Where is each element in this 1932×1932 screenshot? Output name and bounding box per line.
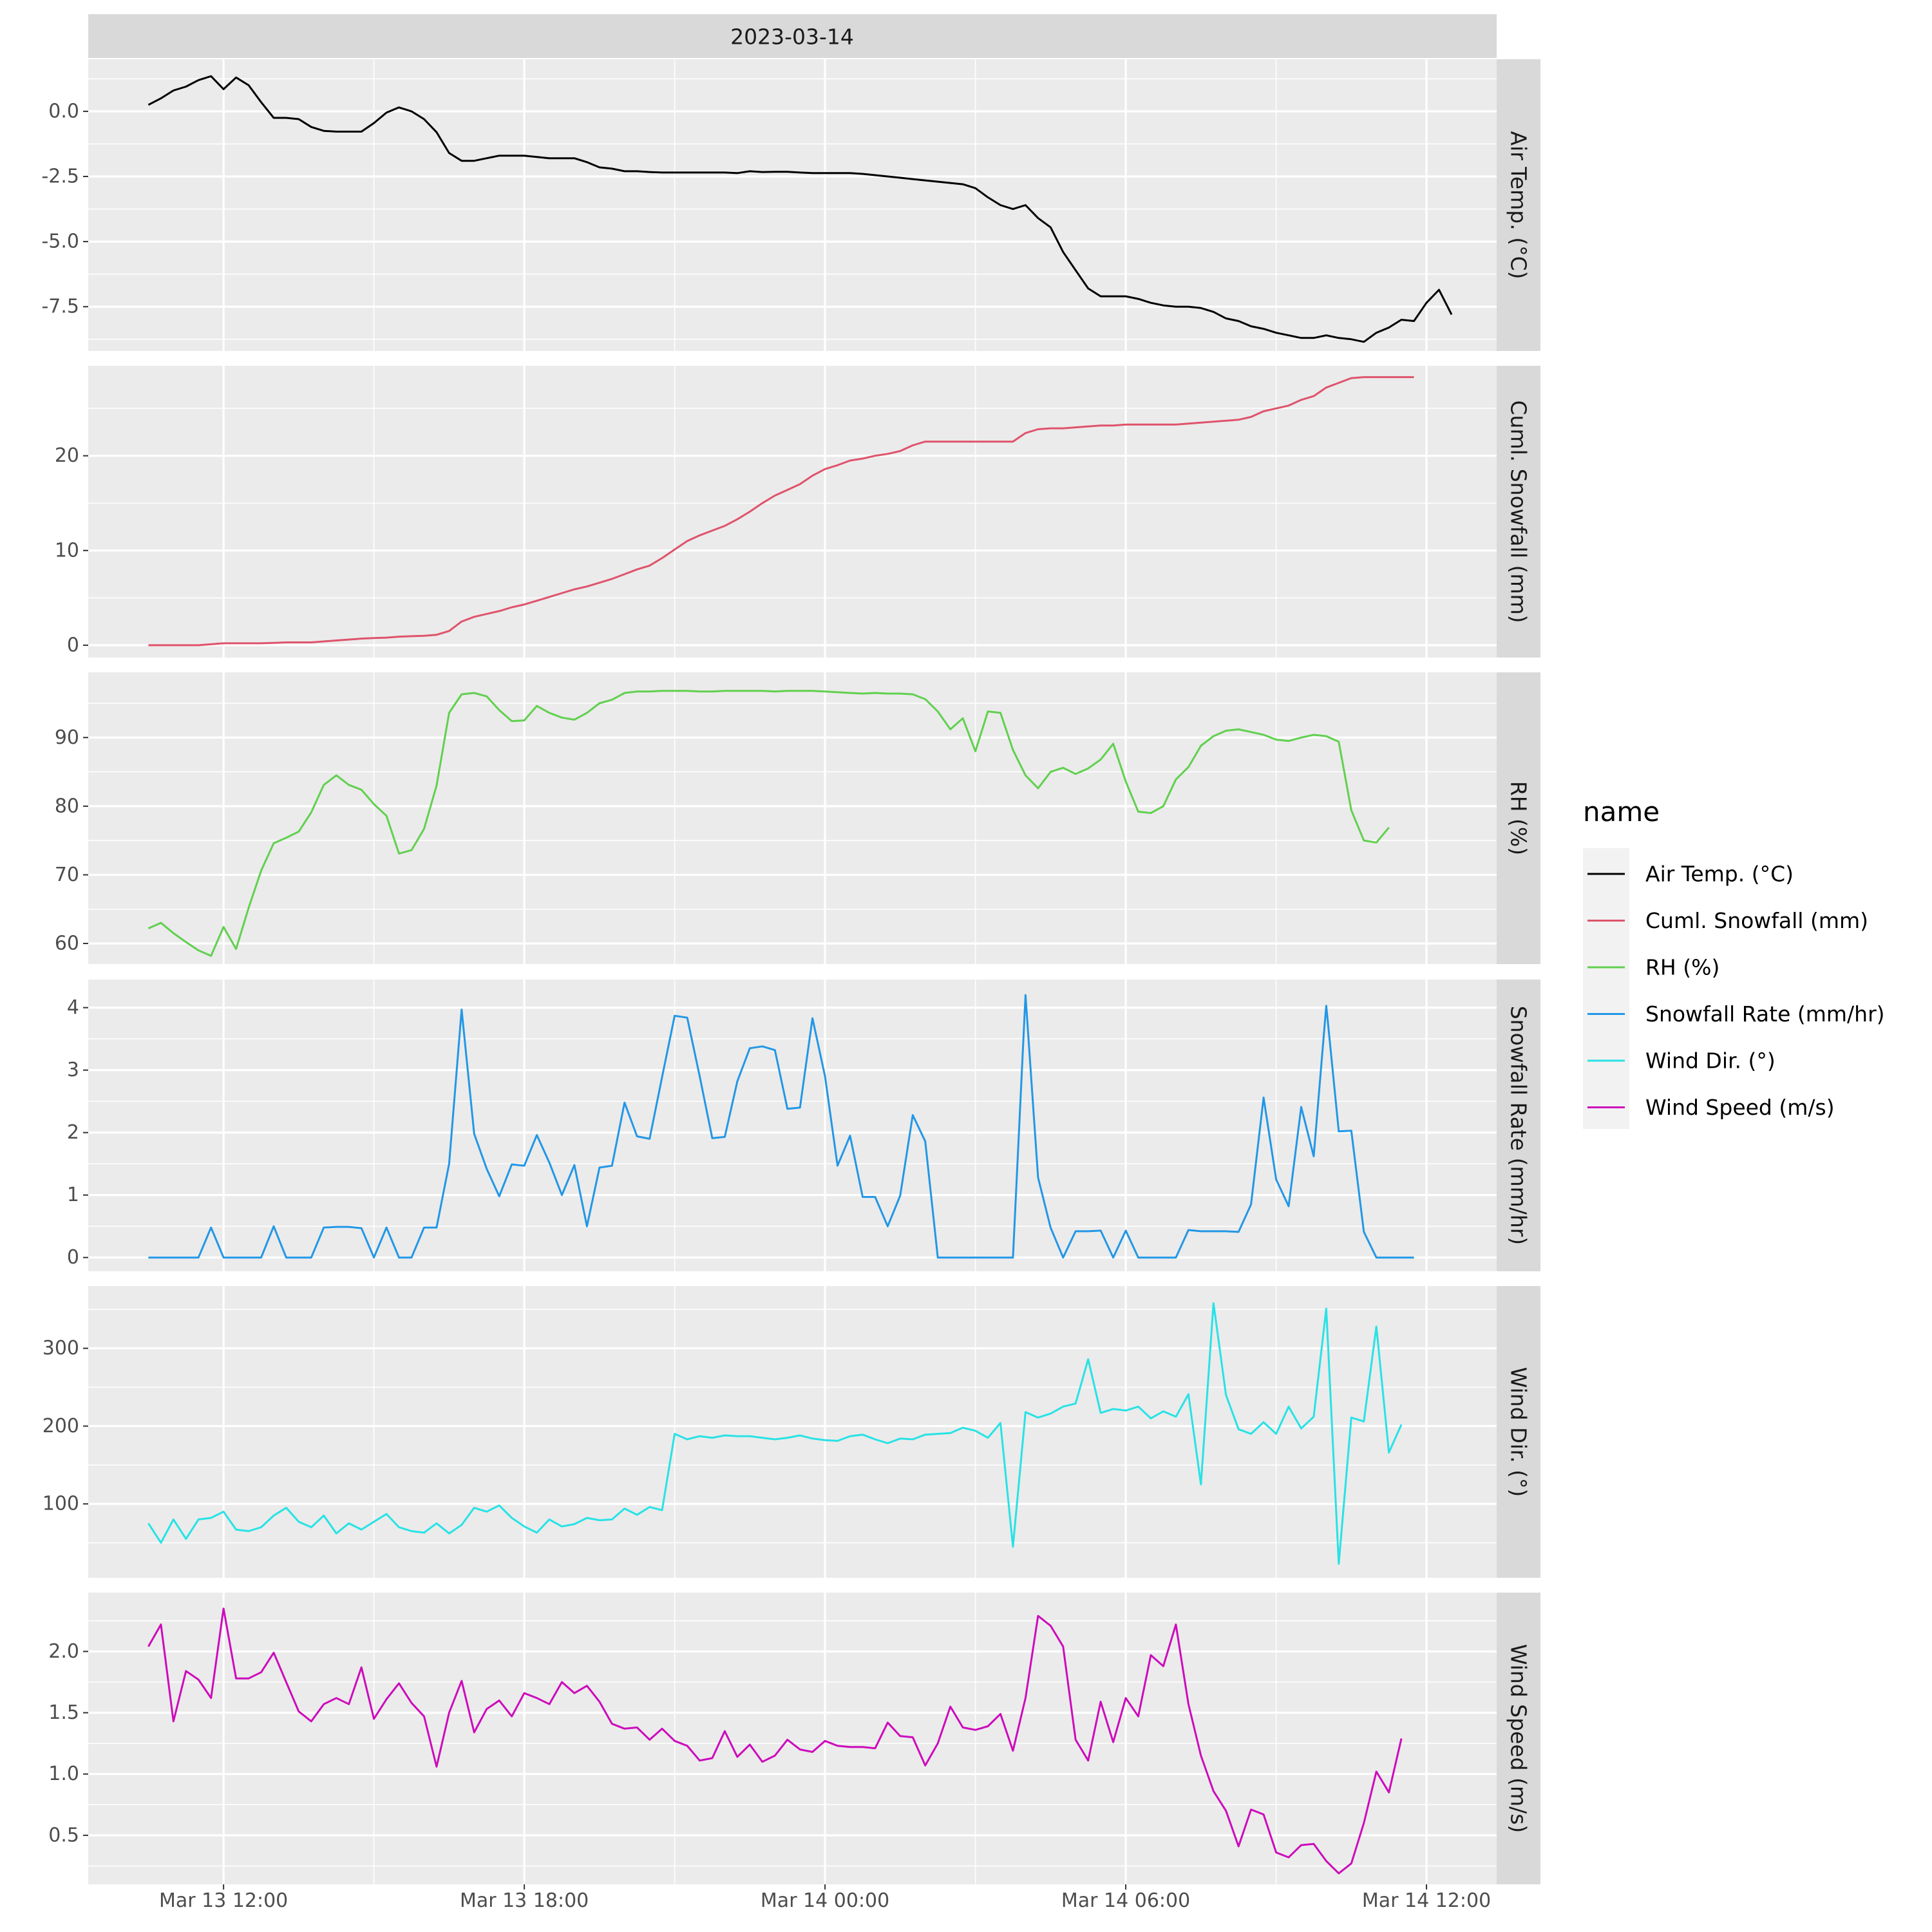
facet-strip-label: Snowfall Rate (mm/hr) bbox=[1506, 1006, 1531, 1245]
legend-entry-air-temp-c: Air Temp. (°C) bbox=[1587, 862, 1794, 887]
x-tick-label: Mar 14 12:00 bbox=[1362, 1889, 1491, 1912]
legend-entry-snowfall-rate-mm-hr: Snowfall Rate (mm/hr) bbox=[1587, 1001, 1885, 1027]
facet-strip-top-background bbox=[88, 14, 1497, 58]
panel-background bbox=[88, 1593, 1497, 1884]
facet-strip-label: Wind Speed (m/s) bbox=[1506, 1644, 1531, 1833]
y-tick-label: 2.0 bbox=[48, 1640, 79, 1663]
facet-strip-background bbox=[1497, 672, 1540, 964]
panel-wind-speed-m-s: 0.5 1.0 1.5 2.0 Wind Speed (m/s) bbox=[48, 1593, 1540, 1884]
legend-label: Wind Speed (m/s) bbox=[1645, 1095, 1835, 1120]
panel-background bbox=[88, 59, 1497, 351]
y-tick-label: 2 bbox=[67, 1121, 79, 1144]
facet-strip-label: Wind Dir. (°) bbox=[1506, 1367, 1531, 1497]
y-tick-label: 20 bbox=[55, 444, 79, 467]
y-tick-label: 1.5 bbox=[48, 1701, 79, 1724]
facet-strip-background bbox=[1497, 1593, 1540, 1884]
panel-background bbox=[88, 1286, 1497, 1578]
y-tick-label: 1.0 bbox=[48, 1763, 79, 1785]
y-tick-label: 0 bbox=[67, 1246, 79, 1269]
series-line-rh bbox=[147, 690, 1390, 957]
series-line-snowfall-rate-mm-hr bbox=[148, 994, 1414, 1259]
legend-entry-wind-dir: Wind Dir. (°) bbox=[1587, 1048, 1776, 1074]
y-tick-label: 1 bbox=[67, 1184, 79, 1206]
legend: name Air Temp. (°C) Cuml. Snowfall (mm) RH… bbox=[1583, 796, 1885, 1129]
y-tick-label: 200 bbox=[43, 1415, 79, 1437]
series-line-wind-dir bbox=[147, 1302, 1403, 1565]
y-tick-label: 4 bbox=[67, 996, 79, 1019]
facet-strip-label: RH (%) bbox=[1506, 781, 1531, 855]
legend-entry-wind-speed-m-s: Wind Speed (m/s) bbox=[1587, 1095, 1835, 1120]
legend-entry-cuml-snowfall-mm: Cuml. Snowfall (mm) bbox=[1587, 908, 1868, 933]
panel-rh: 60 70 80 90 RH (%) bbox=[55, 672, 1540, 964]
facet-strip-background bbox=[1497, 980, 1540, 1271]
facet-strip-label: Air Temp. (°C) bbox=[1506, 131, 1531, 279]
legend-entry-rh: RH (%) bbox=[1587, 955, 1719, 980]
y-tick-label: 10 bbox=[55, 539, 79, 562]
panel-cuml-snowfall-mm: 0 10 20 Cuml. Snowfall (mm) bbox=[55, 366, 1540, 658]
y-tick-label: -2.5 bbox=[41, 166, 79, 188]
legend-keys-background bbox=[1583, 848, 1629, 1129]
series-line-wind-speed-m-s bbox=[147, 1607, 1403, 1875]
legend-entries: Air Temp. (°C) Cuml. Snowfall (mm) RH (%) S… bbox=[1587, 862, 1885, 1120]
y-tick-label: 3 bbox=[67, 1059, 79, 1081]
y-tick-label: -7.5 bbox=[41, 296, 79, 318]
x-tick-label: Mar 13 18:00 bbox=[460, 1889, 589, 1912]
legend-label: Snowfall Rate (mm/hr) bbox=[1645, 1001, 1885, 1027]
y-tick-label: 70 bbox=[55, 864, 79, 886]
legend-title: name bbox=[1583, 796, 1660, 828]
legend-label: RH (%) bbox=[1645, 955, 1719, 980]
legend-label: Cuml. Snowfall (mm) bbox=[1645, 908, 1868, 933]
y-tick-label: 0.0 bbox=[48, 100, 79, 122]
y-tick-label: 0 bbox=[67, 634, 79, 656]
y-tick-label: 90 bbox=[55, 726, 79, 749]
panel-background bbox=[88, 672, 1497, 964]
y-tick-label: 0.5 bbox=[48, 1824, 79, 1846]
x-tick-label: Mar 14 00:00 bbox=[761, 1889, 889, 1912]
x-tick-label: Mar 14 06:00 bbox=[1061, 1889, 1190, 1912]
facet-strip-label: Cuml. Snowfall (mm) bbox=[1506, 400, 1531, 623]
x-tick-label: Mar 13 12:00 bbox=[159, 1889, 288, 1912]
panel-background bbox=[88, 366, 1497, 658]
y-tick-label: 300 bbox=[43, 1337, 79, 1359]
y-tick-label: -5.0 bbox=[41, 231, 79, 253]
facet-strip-top: 2023-03-14 bbox=[88, 14, 1497, 58]
y-tick-label: 80 bbox=[55, 795, 79, 817]
legend-label: Air Temp. (°C) bbox=[1645, 862, 1794, 887]
x-axis: Mar 13 12:00 Mar 13 18:00 Mar 14 00:00 Mar … bbox=[159, 1884, 1491, 1912]
legend-label: Wind Dir. (°) bbox=[1645, 1048, 1776, 1074]
panel-wind-dir: 100 200 300 Wind Dir. (°) bbox=[43, 1286, 1540, 1578]
series-line-cuml-snowfall-mm bbox=[148, 376, 1414, 647]
y-tick-label: 60 bbox=[55, 933, 79, 955]
facet-strip-background bbox=[1497, 366, 1540, 658]
facet-strip-top-label: 2023-03-14 bbox=[730, 24, 854, 50]
y-tick-label: 100 bbox=[43, 1493, 79, 1515]
facet-strip-background bbox=[1497, 59, 1540, 351]
panel-snowfall-rate-mm-hr: 0 1 2 3 4 Snowfall Rate (mm/hr) bbox=[67, 980, 1540, 1271]
facet-strip-background bbox=[1497, 1286, 1540, 1578]
panel-background bbox=[88, 980, 1497, 1271]
series-line-air-temp-c bbox=[147, 75, 1453, 343]
panel-air-temp-c: 0.0 -2.5 -5.0 -7.5 Air Temp. (°C) bbox=[41, 59, 1540, 351]
